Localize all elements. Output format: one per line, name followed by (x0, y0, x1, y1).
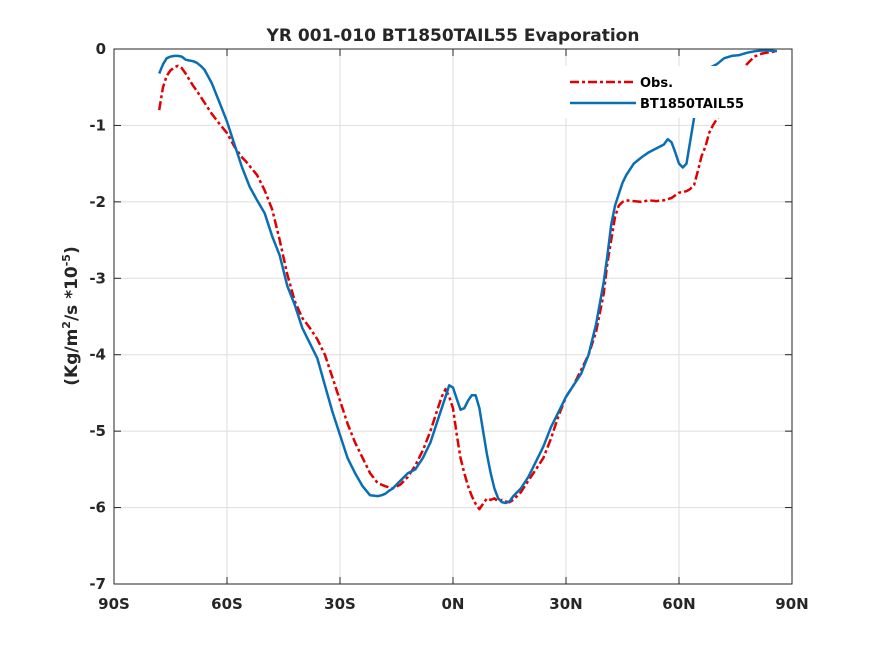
series-layer (157, 49, 778, 511)
legend: Obs. BT1850TAIL55 (560, 66, 772, 118)
x-tick-label: 30N (549, 595, 582, 613)
y-tick-label: -5 (89, 422, 106, 440)
x-tick-label: 60N (662, 595, 695, 613)
chart-title: YR 001-010 BT1850TAIL55 Evaporation (266, 26, 640, 46)
y-tick-label: -1 (89, 116, 106, 134)
legend-label-bt1850tail55: BT1850TAIL55 (640, 97, 744, 112)
y-tick-label: -6 (89, 499, 106, 517)
x-tick-label: 60S (211, 595, 243, 613)
y-tick-label: -4 (89, 346, 106, 364)
y-axis-label-superscript: 2 (60, 321, 73, 329)
legend-background (560, 66, 772, 118)
y-tick-label: -7 (89, 575, 106, 593)
ticks (113, 48, 793, 585)
series-line-obs (157, 50, 778, 511)
x-tick-label: 90N (775, 595, 808, 613)
y-axis-label-part: ) (62, 246, 82, 254)
y-axis-label-part: (Kg/m (62, 329, 82, 386)
y-axis-label-part: /s *10 (62, 266, 82, 321)
y-tick-label: 0 (96, 40, 106, 58)
x-tick-label: 90S (98, 595, 130, 613)
x-tick-label: 30S (324, 595, 356, 613)
y-tick-label: -3 (89, 269, 106, 287)
y-axis-label: (Kg/m2/s *10-5) (60, 246, 82, 386)
x-tick-label: 0N (442, 595, 465, 613)
legend-label-obs: Obs. (640, 76, 673, 91)
y-axis-label-superscript: -5 (60, 254, 73, 266)
tick-labels: 90S 60S 30S 0N 30N 60N 90N 0 -1 -2 -3 -4 -5 -6 -7 (89, 40, 808, 613)
series-line-bt1850tail55 (158, 49, 778, 505)
y-tick-label: -2 (89, 193, 106, 211)
